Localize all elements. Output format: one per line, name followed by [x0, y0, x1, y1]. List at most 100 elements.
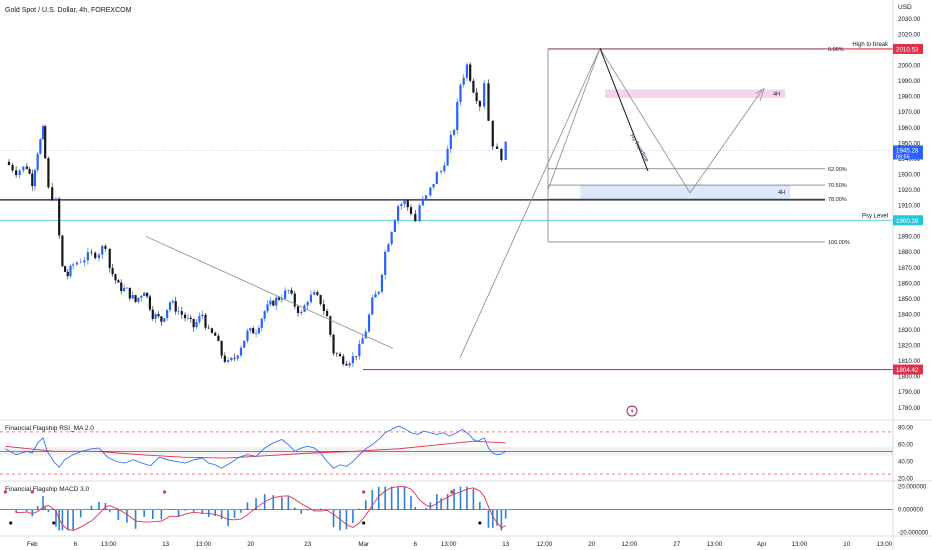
candle-body	[151, 309, 154, 319]
x-tick-label: 13:00	[792, 541, 808, 548]
candle-body	[168, 302, 172, 310]
candle-body	[260, 318, 263, 328]
candle-body	[300, 311, 303, 314]
macd-histogram-bar	[371, 489, 374, 510]
macd-histogram-bar	[487, 509, 490, 528]
macd-histogram-bar	[240, 509, 242, 513]
candle-body	[72, 264, 75, 266]
candle-body	[41, 126, 45, 140]
candle-body	[249, 328, 252, 331]
rsi-pane	[0, 425, 893, 475]
x-tick-label: 20	[247, 541, 254, 548]
candle-body	[440, 171, 443, 173]
candle-body	[462, 77, 465, 85]
zone-box	[580, 185, 790, 200]
y-tick-label: 1930.00	[898, 171, 921, 178]
candle-body	[177, 311, 180, 312]
candle-body	[504, 141, 507, 161]
macd-histogram-bar	[479, 501, 481, 510]
currency-label: USD	[898, 4, 912, 11]
x-tick-label: 23	[304, 541, 311, 548]
candle-body	[22, 166, 25, 171]
candle-body	[58, 198, 61, 236]
candle-body	[316, 292, 319, 296]
candle-body	[54, 198, 58, 200]
candle-body	[51, 187, 54, 200]
candle-body	[108, 248, 111, 269]
candle-body	[217, 335, 220, 342]
x-tick-label: 13:00	[196, 541, 212, 548]
swing-up-line	[459, 48, 601, 358]
macd-histogram-bar	[72, 509, 74, 531]
macd-histogram-bar	[466, 486, 468, 510]
candle-body	[63, 266, 67, 272]
x-tick-label: 20	[588, 541, 595, 548]
macd-histogram-bar	[377, 486, 380, 510]
candle-body	[160, 316, 163, 322]
macd-tick-label: 20.000000	[898, 485, 927, 491]
macd-histogram-bar	[425, 508, 427, 510]
rsi-line	[5, 425, 506, 469]
y-tick-label: 1850.00	[898, 296, 921, 303]
candle-body	[195, 322, 198, 328]
candle-body	[163, 318, 166, 322]
macd-histogram-bar	[339, 509, 341, 531]
zone-box	[605, 89, 785, 98]
candle-body	[475, 92, 478, 102]
candle-body	[469, 64, 472, 81]
macd-histogram-bar	[496, 509, 498, 526]
downtrend-line	[145, 236, 394, 349]
macd-histogram-bar	[55, 509, 57, 527]
macd-histogram-bar	[227, 509, 229, 527]
y-tick-label: 1980.00	[898, 94, 921, 101]
candle-body	[140, 295, 143, 298]
candle-body	[335, 353, 338, 355]
candle-body	[33, 169, 37, 187]
y-tick-label: 1890.00	[898, 234, 921, 241]
candle-body	[421, 198, 424, 206]
x-tick-label: 6	[414, 541, 418, 548]
y-tick-label: 1860.00	[898, 280, 921, 287]
macd-histogram-bar	[177, 509, 180, 517]
candle-body	[266, 304, 269, 312]
price-tag-label: 1804.42	[896, 367, 919, 374]
macd-histogram-bar	[98, 501, 100, 510]
macd-histogram-bar	[414, 507, 417, 510]
candle-body	[309, 294, 313, 303]
candle-body	[47, 158, 50, 188]
candle-body	[491, 120, 494, 147]
candle-body	[377, 291, 380, 294]
candle-body	[15, 170, 18, 176]
macd-histogram-bar	[358, 508, 361, 510]
candle-body	[358, 343, 361, 357]
candle-body	[226, 360, 230, 362]
y-tick-label: 1990.00	[898, 78, 921, 85]
macd-histogram-bar	[134, 509, 137, 529]
candle-body	[322, 304, 325, 311]
macd-histogram-bar	[429, 502, 432, 510]
macd-histogram-bar	[192, 509, 195, 512]
macd-buy-dot	[9, 521, 13, 525]
price-tag-label: 1900.39	[896, 218, 919, 225]
candle-body	[272, 300, 275, 306]
y-tick-label: 1910.00	[898, 203, 921, 210]
candle-body	[257, 327, 261, 334]
y-tick-label: 1920.00	[898, 187, 921, 194]
y-tick-label: 2000.00	[898, 63, 921, 70]
macd-histogram-bar	[352, 509, 354, 524]
chart-title: Gold Spot / U.S. Dollar, 4h, FOREXCOM	[5, 7, 132, 14]
candle-body	[361, 338, 364, 344]
x-tick-label: Mar	[358, 541, 369, 548]
candle-body	[345, 363, 348, 366]
lightning-icon[interactable]	[626, 405, 638, 417]
candle-body	[332, 334, 335, 354]
macd-histogram-bar	[287, 496, 290, 510]
candle-body	[66, 271, 69, 277]
x-tick-label: 13:00	[707, 541, 723, 548]
candle-body	[223, 355, 226, 362]
macd-histogram-bar	[390, 486, 393, 510]
macd-histogram-bar	[255, 498, 257, 510]
candle-body	[86, 252, 89, 261]
candle-body	[230, 357, 233, 361]
